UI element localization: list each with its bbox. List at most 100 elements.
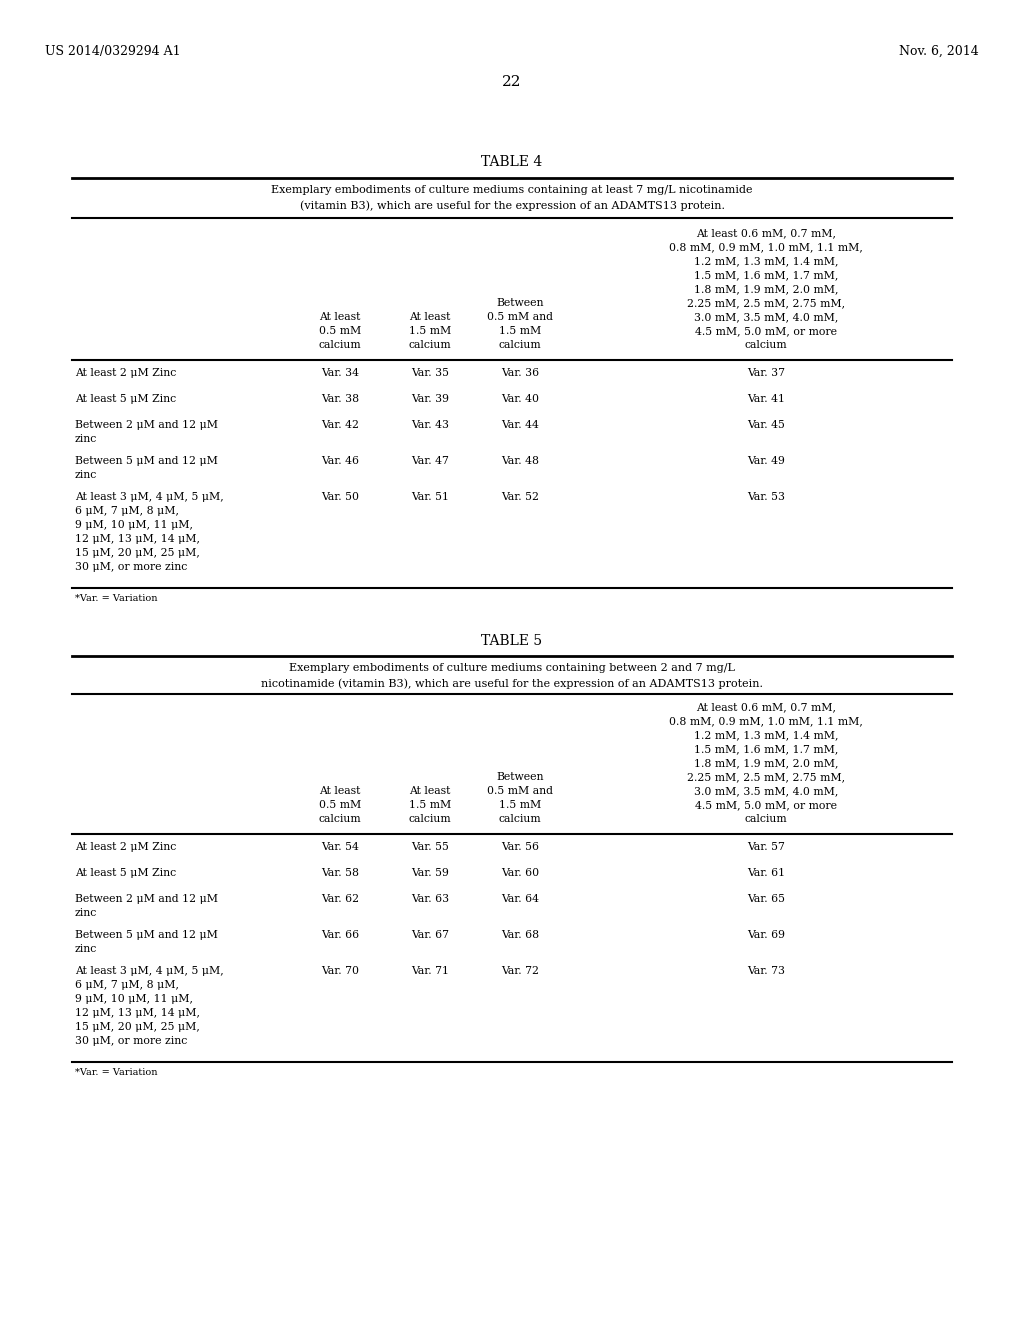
Text: Var. 70: Var. 70 (321, 966, 359, 975)
Text: 1.5 mM, 1.6 mM, 1.7 mM,: 1.5 mM, 1.6 mM, 1.7 mM, (694, 744, 839, 754)
Text: Var. 63: Var. 63 (411, 894, 450, 904)
Text: 1.8 mM, 1.9 mM, 2.0 mM,: 1.8 mM, 1.9 mM, 2.0 mM, (693, 284, 839, 294)
Text: *Var. = Variation: *Var. = Variation (75, 594, 158, 603)
Text: 1.2 mM, 1.3 mM, 1.4 mM,: 1.2 mM, 1.3 mM, 1.4 mM, (693, 730, 839, 741)
Text: Exemplary embodiments of culture mediums containing at least 7 mg/L nicotinamide: Exemplary embodiments of culture mediums… (271, 185, 753, 195)
Text: 3.0 mM, 3.5 mM, 4.0 mM,: 3.0 mM, 3.5 mM, 4.0 mM, (694, 312, 839, 322)
Text: Between 2 μM and 12 μM: Between 2 μM and 12 μM (75, 420, 218, 430)
Text: 3.0 mM, 3.5 mM, 4.0 mM,: 3.0 mM, 3.5 mM, 4.0 mM, (694, 785, 839, 796)
Text: 4.5 mM, 5.0 mM, or more: 4.5 mM, 5.0 mM, or more (695, 326, 837, 337)
Text: Var. 59: Var. 59 (411, 869, 449, 878)
Text: *Var. = Variation: *Var. = Variation (75, 1068, 158, 1077)
Text: 4.5 mM, 5.0 mM, or more: 4.5 mM, 5.0 mM, or more (695, 800, 837, 810)
Text: calcium: calcium (499, 814, 542, 824)
Text: calcium: calcium (744, 341, 787, 350)
Text: zinc: zinc (75, 908, 97, 917)
Text: Nov. 6, 2014: Nov. 6, 2014 (899, 45, 979, 58)
Text: Var. 43: Var. 43 (411, 420, 449, 430)
Text: At least: At least (410, 785, 451, 796)
Text: Var. 64: Var. 64 (501, 894, 539, 904)
Text: 1.5 mM: 1.5 mM (409, 800, 452, 810)
Text: Var. 72: Var. 72 (501, 966, 539, 975)
Text: At least 3 μM, 4 μM, 5 μM,: At least 3 μM, 4 μM, 5 μM, (75, 492, 224, 502)
Text: Var. 36: Var. 36 (501, 368, 539, 378)
Text: 12 μM, 13 μM, 14 μM,: 12 μM, 13 μM, 14 μM, (75, 535, 200, 544)
Text: Var. 48: Var. 48 (501, 455, 539, 466)
Text: At least: At least (410, 312, 451, 322)
Text: Exemplary embodiments of culture mediums containing between 2 and 7 mg/L: Exemplary embodiments of culture mediums… (289, 663, 735, 673)
Text: At least 0.6 mM, 0.7 mM,: At least 0.6 mM, 0.7 mM, (696, 228, 836, 238)
Text: Var. 68: Var. 68 (501, 931, 539, 940)
Text: zinc: zinc (75, 470, 97, 480)
Text: Var. 47: Var. 47 (411, 455, 449, 466)
Text: calcium: calcium (318, 814, 361, 824)
Text: Var. 46: Var. 46 (321, 455, 359, 466)
Text: Var. 66: Var. 66 (321, 931, 359, 940)
Text: 0.5 mM and: 0.5 mM and (487, 785, 553, 796)
Text: Var. 54: Var. 54 (322, 842, 359, 851)
Text: 2.25 mM, 2.5 mM, 2.75 mM,: 2.25 mM, 2.5 mM, 2.75 mM, (687, 298, 845, 308)
Text: 30 μM, or more zinc: 30 μM, or more zinc (75, 1036, 187, 1045)
Text: Var. 51: Var. 51 (411, 492, 449, 502)
Text: Var. 37: Var. 37 (746, 368, 785, 378)
Text: Between 5 μM and 12 μM: Between 5 μM and 12 μM (75, 455, 218, 466)
Text: 1.5 mM: 1.5 mM (409, 326, 452, 337)
Text: Var. 50: Var. 50 (321, 492, 359, 502)
Text: 30 μM, or more zinc: 30 μM, or more zinc (75, 562, 187, 572)
Text: Var. 49: Var. 49 (748, 455, 785, 466)
Text: Var. 42: Var. 42 (321, 420, 359, 430)
Text: At least 2 μM Zinc: At least 2 μM Zinc (75, 368, 176, 378)
Text: At least 5 μM Zinc: At least 5 μM Zinc (75, 393, 176, 404)
Text: 0.5 mM: 0.5 mM (318, 800, 361, 810)
Text: Var. 41: Var. 41 (746, 393, 785, 404)
Text: Var. 35: Var. 35 (411, 368, 449, 378)
Text: Var. 38: Var. 38 (321, 393, 359, 404)
Text: 1.5 mM: 1.5 mM (499, 800, 541, 810)
Text: 1.2 mM, 1.3 mM, 1.4 mM,: 1.2 mM, 1.3 mM, 1.4 mM, (693, 256, 839, 267)
Text: TABLE 5: TABLE 5 (481, 634, 543, 648)
Text: 12 μM, 13 μM, 14 μM,: 12 μM, 13 μM, 14 μM, (75, 1008, 200, 1018)
Text: 0.8 mM, 0.9 mM, 1.0 mM, 1.1 mM,: 0.8 mM, 0.9 mM, 1.0 mM, 1.1 mM, (669, 715, 863, 726)
Text: 6 μM, 7 μM, 8 μM,: 6 μM, 7 μM, 8 μM, (75, 979, 179, 990)
Text: 2.25 mM, 2.5 mM, 2.75 mM,: 2.25 mM, 2.5 mM, 2.75 mM, (687, 772, 845, 781)
Text: Var. 40: Var. 40 (501, 393, 539, 404)
Text: Var. 60: Var. 60 (501, 869, 539, 878)
Text: At least 5 μM Zinc: At least 5 μM Zinc (75, 869, 176, 878)
Text: 22: 22 (502, 75, 522, 88)
Text: Between 5 μM and 12 μM: Between 5 μM and 12 μM (75, 931, 218, 940)
Text: calcium: calcium (409, 814, 452, 824)
Text: Var. 61: Var. 61 (746, 869, 785, 878)
Text: TABLE 4: TABLE 4 (481, 154, 543, 169)
Text: 1.5 mM: 1.5 mM (499, 326, 541, 337)
Text: calcium: calcium (744, 814, 787, 824)
Text: Var. 39: Var. 39 (411, 393, 449, 404)
Text: (vitamin B3), which are useful for the expression of an ADAMTS13 protein.: (vitamin B3), which are useful for the e… (299, 201, 725, 211)
Text: 0.5 mM and: 0.5 mM and (487, 312, 553, 322)
Text: Var. 34: Var. 34 (321, 368, 359, 378)
Text: 15 μM, 20 μM, 25 μM,: 15 μM, 20 μM, 25 μM, (75, 548, 200, 558)
Text: Var. 69: Var. 69 (746, 931, 785, 940)
Text: Var. 56: Var. 56 (501, 842, 539, 851)
Text: 1.5 mM, 1.6 mM, 1.7 mM,: 1.5 mM, 1.6 mM, 1.7 mM, (694, 271, 839, 280)
Text: Var. 65: Var. 65 (746, 894, 785, 904)
Text: Var. 55: Var. 55 (411, 842, 449, 851)
Text: zinc: zinc (75, 944, 97, 954)
Text: Var. 67: Var. 67 (411, 931, 449, 940)
Text: zinc: zinc (75, 434, 97, 444)
Text: calcium: calcium (318, 341, 361, 350)
Text: Var. 52: Var. 52 (501, 492, 539, 502)
Text: 0.8 mM, 0.9 mM, 1.0 mM, 1.1 mM,: 0.8 mM, 0.9 mM, 1.0 mM, 1.1 mM, (669, 242, 863, 252)
Text: Between: Between (497, 772, 544, 781)
Text: US 2014/0329294 A1: US 2014/0329294 A1 (45, 45, 180, 58)
Text: 1.8 mM, 1.9 mM, 2.0 mM,: 1.8 mM, 1.9 mM, 2.0 mM, (693, 758, 839, 768)
Text: Between 2 μM and 12 μM: Between 2 μM and 12 μM (75, 894, 218, 904)
Text: calcium: calcium (499, 341, 542, 350)
Text: Between: Between (497, 298, 544, 308)
Text: 9 μM, 10 μM, 11 μM,: 9 μM, 10 μM, 11 μM, (75, 994, 193, 1005)
Text: At least: At least (319, 785, 360, 796)
Text: At least 2 μM Zinc: At least 2 μM Zinc (75, 842, 176, 851)
Text: At least 0.6 mM, 0.7 mM,: At least 0.6 mM, 0.7 mM, (696, 702, 836, 711)
Text: calcium: calcium (409, 341, 452, 350)
Text: 9 μM, 10 μM, 11 μM,: 9 μM, 10 μM, 11 μM, (75, 520, 193, 531)
Text: At least: At least (319, 312, 360, 322)
